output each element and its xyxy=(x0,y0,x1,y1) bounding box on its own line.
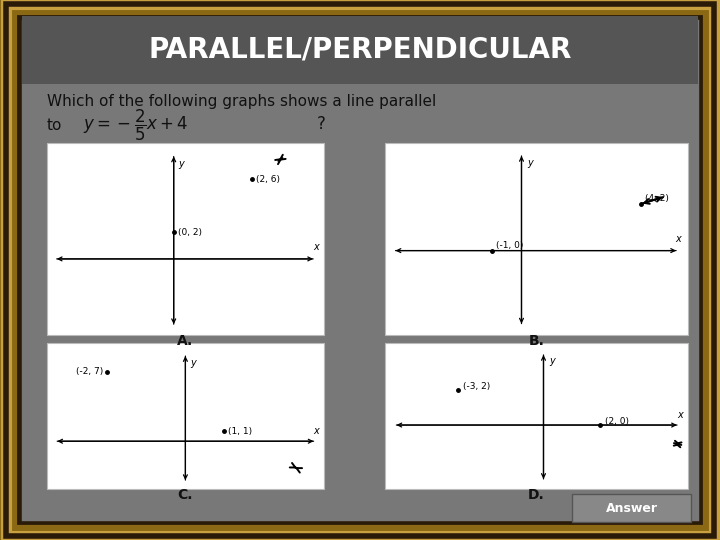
Text: D.: D. xyxy=(528,488,545,502)
Text: x: x xyxy=(313,242,319,252)
Text: Answer: Answer xyxy=(606,502,658,515)
Text: (1, 1): (1, 1) xyxy=(228,427,253,436)
Text: y: y xyxy=(527,158,533,168)
Text: (-3, 2): (-3, 2) xyxy=(462,382,490,391)
Text: $y = -\dfrac{2}{5}x + 4$: $y = -\dfrac{2}{5}x + 4$ xyxy=(83,107,189,143)
Text: y: y xyxy=(179,159,184,170)
Text: PARALLEL/PERPENDICULAR: PARALLEL/PERPENDICULAR xyxy=(148,36,572,64)
Bar xyxy=(385,143,688,335)
Text: (2, 0): (2, 0) xyxy=(605,416,629,426)
Text: (-1, 0): (-1, 0) xyxy=(496,241,523,250)
Text: Which of the following graphs shows a line parallel: Which of the following graphs shows a li… xyxy=(47,94,436,109)
Text: (4, 2): (4, 2) xyxy=(645,194,669,203)
Text: (2, 6): (2, 6) xyxy=(256,174,280,184)
Text: (0, 2): (0, 2) xyxy=(179,228,202,237)
Bar xyxy=(22,16,698,84)
Text: y: y xyxy=(549,356,554,366)
Bar xyxy=(47,143,324,335)
Text: ?: ? xyxy=(317,115,325,133)
Text: x: x xyxy=(675,234,681,244)
Text: to: to xyxy=(47,118,62,133)
Text: x: x xyxy=(677,410,683,420)
Bar xyxy=(47,343,324,489)
Text: A.: A. xyxy=(177,334,193,348)
Text: C.: C. xyxy=(177,488,193,502)
Bar xyxy=(572,494,691,522)
Text: x: x xyxy=(314,427,320,436)
Text: y: y xyxy=(190,358,196,368)
Bar xyxy=(385,343,688,489)
Text: B.: B. xyxy=(528,334,544,348)
Text: (-2, 7): (-2, 7) xyxy=(76,367,104,376)
